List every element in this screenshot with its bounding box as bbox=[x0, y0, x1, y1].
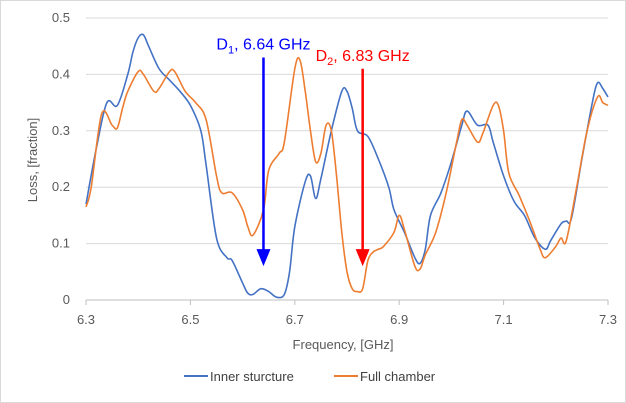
annotation-subscript: 2 bbox=[327, 56, 333, 68]
y-tick-label: 0.5 bbox=[52, 10, 70, 25]
series-line-full-chamber bbox=[85, 56, 609, 293]
annotation-suffix: , 6.83 GHz bbox=[333, 48, 409, 65]
y-tick-label: 0.1 bbox=[52, 236, 70, 251]
y-tick-label: 0.2 bbox=[52, 179, 70, 194]
y-tick-label: 0 bbox=[63, 292, 70, 307]
y-tick-label: 0.4 bbox=[52, 66, 70, 81]
y-axis-label: Loss, [fraction] bbox=[25, 118, 40, 203]
y-axis: 0 0.1 0.2 0.3 0.4 0.5 bbox=[52, 10, 70, 307]
x-axis-label: Frequency, [GHz] bbox=[293, 337, 394, 352]
annotation-arrowhead bbox=[355, 249, 370, 267]
x-tick-label: 6.7 bbox=[286, 312, 304, 327]
annotation-suffix: , 6.64 GHz bbox=[234, 36, 310, 53]
x-tick-label: 6.9 bbox=[390, 312, 408, 327]
x-tick-label: 7.3 bbox=[599, 312, 617, 327]
legend: Inner sturcture Full chamber bbox=[184, 369, 436, 384]
x-axis: 6.3 6.5 6.7 6.9 7.1 7.3 bbox=[77, 299, 617, 327]
x-tick-label: 6.5 bbox=[181, 312, 199, 327]
x-tick-label: 6.3 bbox=[77, 312, 95, 327]
annotation-prefix: D bbox=[216, 36, 228, 53]
y-tick-label: 0.3 bbox=[52, 123, 70, 138]
annotation-subscript: 1 bbox=[228, 44, 234, 56]
annotation-label-1: D1, 6.64 GHz bbox=[216, 36, 310, 56]
legend-entry: Full chamber bbox=[360, 369, 436, 384]
annotation-label-2: D2, 6.83 GHz bbox=[316, 48, 410, 68]
legend-entry: Inner sturcture bbox=[210, 369, 294, 384]
x-tick-label: 7.1 bbox=[495, 312, 513, 327]
annotation-arrowhead bbox=[256, 249, 271, 267]
series-group bbox=[85, 33, 609, 299]
annotation-prefix: D bbox=[316, 48, 328, 65]
series-line-inner-sturcture bbox=[85, 33, 609, 299]
